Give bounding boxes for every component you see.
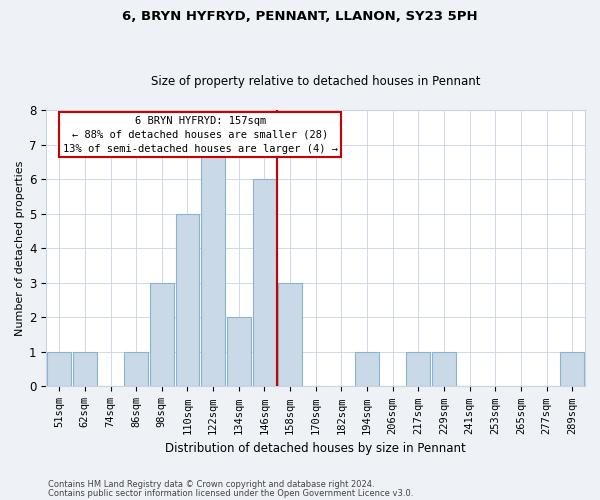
Bar	[202, 145, 225, 386]
Bar	[124, 352, 148, 386]
Text: Contains HM Land Registry data © Crown copyright and database right 2024.: Contains HM Land Registry data © Crown c…	[48, 480, 374, 489]
Y-axis label: Number of detached properties: Number of detached properties	[15, 161, 25, 336]
Text: 6 BRYN HYFRYD: 157sqm
← 88% of detached houses are smaller (28)
13% of semi-deta: 6 BRYN HYFRYD: 157sqm ← 88% of detached …	[63, 116, 338, 154]
Bar	[560, 352, 584, 386]
Bar	[47, 352, 71, 386]
Title: Size of property relative to detached houses in Pennant: Size of property relative to detached ho…	[151, 76, 481, 88]
Bar	[355, 352, 379, 386]
Bar	[253, 180, 276, 386]
Bar	[406, 352, 430, 386]
X-axis label: Distribution of detached houses by size in Pennant: Distribution of detached houses by size …	[166, 442, 466, 455]
Bar	[176, 214, 199, 386]
Bar	[150, 283, 173, 387]
Text: Contains public sector information licensed under the Open Government Licence v3: Contains public sector information licen…	[48, 488, 413, 498]
Bar	[73, 352, 97, 386]
Bar	[227, 318, 251, 386]
Bar	[278, 283, 302, 387]
Text: 6, BRYN HYFRYD, PENNANT, LLANON, SY23 5PH: 6, BRYN HYFRYD, PENNANT, LLANON, SY23 5P…	[122, 10, 478, 23]
Bar	[432, 352, 456, 386]
